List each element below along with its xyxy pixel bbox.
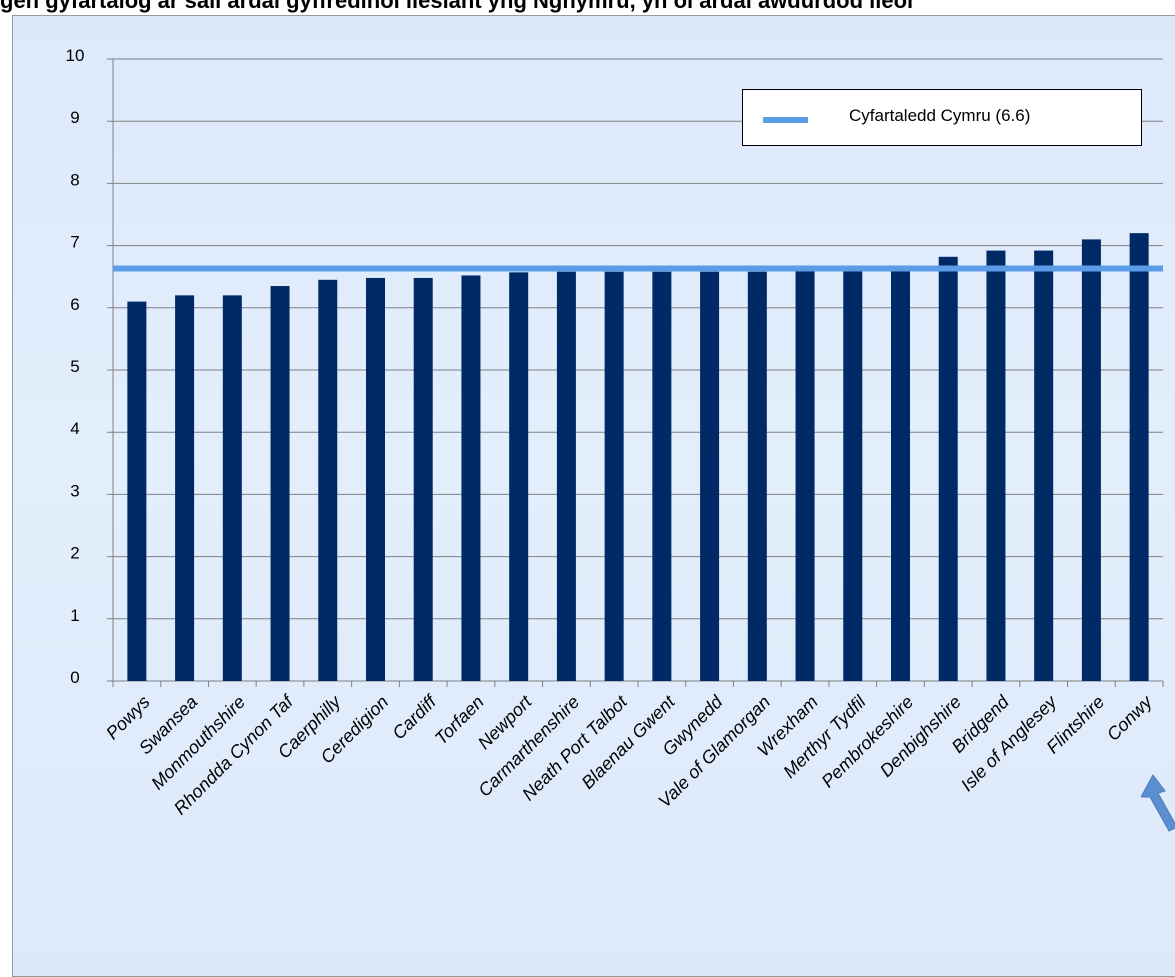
chart-panel: 0 1 2 3 4 5 6 7 8 9 10 Powys Swansea Monmouthshire Rho… bbox=[12, 15, 1175, 977]
bar bbox=[986, 250, 1006, 682]
bar bbox=[318, 279, 338, 681]
bar bbox=[222, 295, 242, 681]
y-tick-label: 1 bbox=[70, 606, 79, 625]
y-tick-label: 10 bbox=[66, 46, 85, 65]
pointer-arrow-icon bbox=[1141, 774, 1175, 832]
bar bbox=[938, 256, 958, 681]
y-tick-label: 9 bbox=[70, 108, 79, 127]
y-tick-label: 8 bbox=[70, 170, 79, 189]
bar bbox=[1081, 239, 1101, 681]
chart-legend: Cyfartaledd Cymru (6.6) bbox=[742, 89, 1142, 146]
bar bbox=[747, 271, 767, 681]
bar bbox=[652, 271, 672, 681]
x-tick-label: Conwy bbox=[1103, 691, 1157, 745]
chart-title: gen gyfartalog ar sail ardal gyffredinol… bbox=[0, 0, 914, 13]
bar bbox=[795, 271, 815, 681]
bar bbox=[843, 270, 863, 681]
x-tick-label: Merthyr Tydfil bbox=[779, 691, 870, 782]
y-tick-label: 2 bbox=[70, 544, 79, 563]
bar bbox=[1129, 233, 1149, 681]
y-tick-label: 0 bbox=[70, 668, 79, 687]
bar bbox=[509, 272, 529, 681]
y-tick-label: 5 bbox=[70, 357, 79, 376]
bar bbox=[413, 277, 433, 681]
y-tick-label: 3 bbox=[70, 481, 79, 500]
bar bbox=[366, 277, 385, 681]
bar bbox=[891, 267, 910, 681]
bar bbox=[700, 271, 720, 681]
bar bbox=[461, 275, 481, 681]
bar bbox=[127, 301, 147, 681]
bar bbox=[175, 295, 195, 681]
legend-label: Cyfartaledd Cymru (6.6) bbox=[849, 106, 1031, 125]
y-tick-label: 6 bbox=[70, 295, 79, 314]
bar bbox=[556, 271, 576, 681]
bar bbox=[604, 271, 624, 681]
y-tick-label: 7 bbox=[70, 233, 79, 252]
bar-chart: 012345678910PowysSwanseaMonmouthshireRho… bbox=[66, 46, 1164, 819]
legend-swatch-average-line bbox=[763, 117, 808, 123]
bar bbox=[1034, 250, 1054, 682]
bar bbox=[270, 286, 290, 681]
y-tick-label: 4 bbox=[70, 419, 79, 438]
